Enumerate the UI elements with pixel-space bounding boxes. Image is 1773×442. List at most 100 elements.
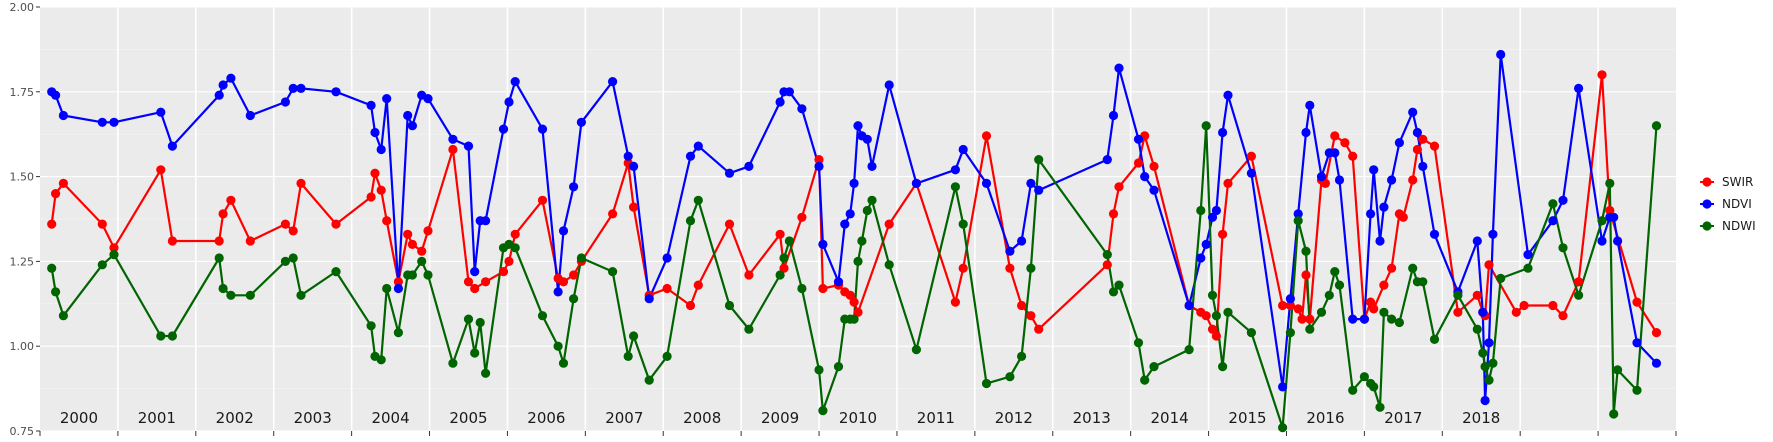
data-point-ndwi <box>1348 385 1358 395</box>
legend-key-point <box>1702 199 1712 209</box>
data-point-ndwi <box>423 270 433 280</box>
data-point-ndvi <box>51 90 61 100</box>
data-point-swir <box>1017 300 1027 311</box>
data-point-ndvi <box>1375 236 1385 246</box>
data-point-ndvi <box>1207 212 1218 222</box>
data-point-ndwi <box>245 290 255 300</box>
data-point-swir <box>296 178 306 188</box>
data-point-swir <box>481 277 491 287</box>
data-point-ndvi <box>840 219 850 229</box>
data-point-ndwi <box>448 358 458 368</box>
data-point-swir <box>245 236 255 246</box>
data-point-ndwi <box>784 236 795 246</box>
data-point-swir <box>1207 324 1218 334</box>
data-point-swir <box>1511 307 1521 317</box>
data-point-ndwi <box>1558 243 1568 253</box>
data-point-ndvi <box>1574 83 1584 93</box>
data-point-ndvi <box>470 267 480 277</box>
data-point-ndwi <box>1017 351 1027 361</box>
data-point-ndwi <box>1305 324 1315 334</box>
data-point-ndvi <box>1609 212 1619 222</box>
data-point-ndwi <box>857 236 867 246</box>
data-point-swir <box>1320 178 1330 188</box>
data-point-ndvi <box>1523 250 1533 260</box>
data-point-ndwi <box>1330 267 1340 277</box>
year-label: 2002 <box>216 409 254 427</box>
year-label: 2012 <box>995 409 1033 427</box>
data-point-ndwi <box>884 260 894 270</box>
data-point-swir <box>1223 178 1233 188</box>
data-point-ndvi <box>1201 239 1211 249</box>
data-point-swir <box>1605 205 1615 216</box>
data-point-ndvi <box>481 216 491 226</box>
data-point-ndvi <box>569 182 579 192</box>
data-point-ndwi <box>958 219 968 229</box>
data-point-ndvi <box>1196 253 1206 263</box>
data-point-swir <box>156 165 166 175</box>
data-point-ndvi <box>1301 127 1311 138</box>
data-point-ndvi <box>1026 178 1036 188</box>
data-point-swir <box>1472 290 1482 300</box>
data-point-ndvi <box>1246 168 1256 178</box>
data-point-ndwi <box>1605 178 1615 188</box>
year-label: 2010 <box>839 409 877 427</box>
data-point-ndwi <box>1609 409 1619 419</box>
data-point-ndvi <box>504 97 514 107</box>
data-point-ndwi <box>1488 358 1498 368</box>
data-point-ndvi <box>818 239 828 249</box>
data-point-ndvi <box>382 94 392 104</box>
data-point-swir <box>51 189 61 199</box>
data-point-ndwi <box>331 267 341 277</box>
data-point-ndvi <box>558 226 569 236</box>
data-point-ndvi <box>950 165 961 175</box>
data-point-ndwi <box>1523 263 1533 273</box>
data-point-swir <box>744 270 754 280</box>
data-point-ndwi <box>1316 307 1327 317</box>
data-point-ndwi <box>693 195 703 205</box>
legend-key-point <box>1702 177 1712 187</box>
data-point-ndvi <box>226 73 236 83</box>
data-point-ndvi <box>1005 246 1015 256</box>
data-point-ndwi <box>1632 385 1642 395</box>
data-point-swir <box>629 202 639 212</box>
data-point-swir <box>1293 304 1303 314</box>
data-point-ndwi <box>1246 328 1256 338</box>
data-point-ndvi <box>1613 236 1623 246</box>
data-point-swir <box>331 219 341 229</box>
data-point-ndwi <box>1478 348 1488 358</box>
data-point-ndwi <box>1201 121 1211 131</box>
data-point-ndwi <box>417 256 427 266</box>
data-point-ndwi <box>1429 334 1440 344</box>
data-point-swir <box>1102 260 1112 270</box>
data-point-ndwi <box>1548 199 1558 209</box>
data-point-ndvi <box>1558 195 1568 205</box>
data-point-swir <box>97 219 107 229</box>
data-point-ndwi <box>475 317 485 328</box>
data-point-ndwi <box>779 253 789 263</box>
legend-label-swir: SWIR <box>1722 175 1753 189</box>
data-point-ndvi <box>1597 236 1607 246</box>
year-label: 2016 <box>1306 409 1344 427</box>
data-point-swir <box>498 267 509 277</box>
data-point-swir <box>1412 144 1422 155</box>
data-point-ndwi <box>818 406 828 416</box>
data-point-ndwi <box>1387 314 1397 324</box>
data-point-ndwi <box>724 300 735 311</box>
data-point-ndvi <box>845 209 855 219</box>
data-point-ndvi <box>1366 209 1376 219</box>
data-point-ndvi <box>1334 175 1345 185</box>
data-point-ndwi <box>288 253 298 263</box>
data-point-ndvi <box>853 121 863 131</box>
data-point-swir <box>1348 151 1358 161</box>
data-point-ndvi <box>1394 138 1404 148</box>
data-point-ndvi <box>685 151 696 161</box>
data-point-swir <box>1387 263 1397 273</box>
data-point-ndvi <box>981 178 992 188</box>
data-point-swir <box>1340 138 1350 148</box>
data-point-swir <box>1418 134 1428 144</box>
data-point-ndvi <box>1651 358 1662 368</box>
data-point-ndvi <box>423 94 433 104</box>
data-point-ndvi <box>867 161 877 171</box>
data-point-ndwi <box>1196 205 1206 216</box>
data-point-ndwi <box>981 378 992 389</box>
